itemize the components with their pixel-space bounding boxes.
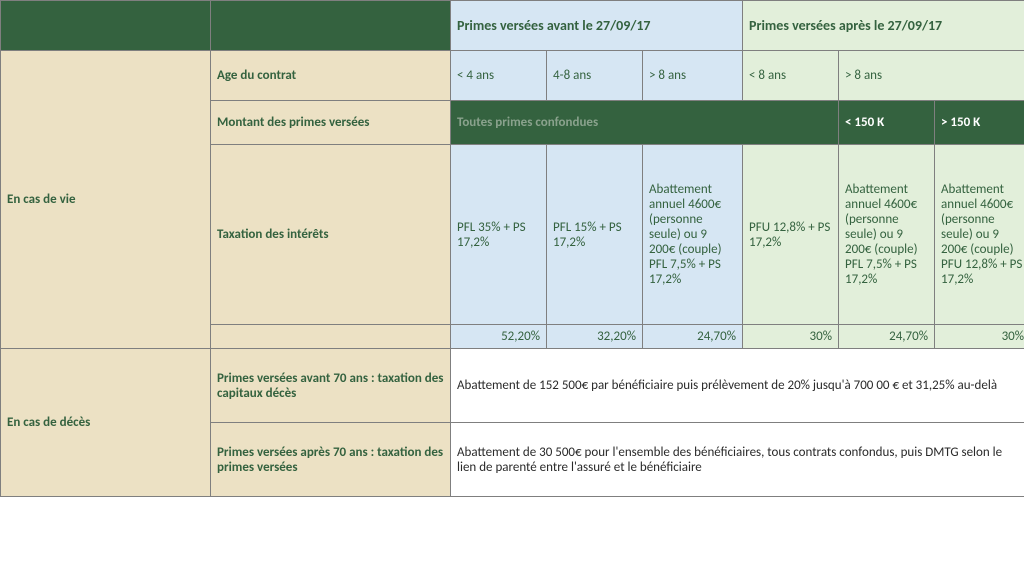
label-amount: Montant des primes versées xyxy=(211,101,451,145)
tax-d1: PFU 12,8% + PS 17,2% xyxy=(743,145,839,325)
header-row: Primes versées avant le 27/09/17 Primes … xyxy=(1,1,1024,51)
death-before70-text: Abattement de 152 500€ par bénéficiaire … xyxy=(451,349,1024,423)
age-before-1: < 4 ans xyxy=(451,51,547,101)
age-after-2: > 8 ans xyxy=(839,51,1024,101)
taxation-table: Primes versées avant le 27/09/17 Primes … xyxy=(0,0,1024,497)
age-after-1: < 8 ans xyxy=(743,51,839,101)
header-blank-1 xyxy=(1,1,211,51)
header-blank-2 xyxy=(211,1,451,51)
totals-blank xyxy=(211,325,451,349)
death-before70-row: En cas de décès Primes versées avant 70 … xyxy=(1,349,1024,423)
tax-d3: Abattement annuel 4600€ (personne seule)… xyxy=(935,145,1024,325)
tax-c1: PFL 35% + PS 17,2% xyxy=(451,145,547,325)
header-before: Primes versées avant le 27/09/17 xyxy=(451,1,743,51)
age-row: En cas de vie Age du contrat < 4 ans 4-8… xyxy=(1,51,1024,101)
label-taxation: Taxation des intérêts xyxy=(211,145,451,325)
age-before-3: > 8 ans xyxy=(643,51,743,101)
side-death: En cas de décès xyxy=(1,349,211,497)
tax-c3: Abattement annuel 4600€ (personne seule)… xyxy=(643,145,743,325)
label-age: Age du contrat xyxy=(211,51,451,101)
total-d3: 30% xyxy=(935,325,1024,349)
death-after70-label: Primes versées après 70 ans : taxation d… xyxy=(211,423,451,497)
total-c3: 24,70% xyxy=(643,325,743,349)
header-after: Primes versées après le 27/09/17 xyxy=(743,1,1024,51)
total-d2: 24,70% xyxy=(839,325,935,349)
tax-d2: Abattement annuel 4600€ (personne seule)… xyxy=(839,145,935,325)
tax-c2: PFL 15% + PS 17,2% xyxy=(547,145,643,325)
age-before-2: 4-8 ans xyxy=(547,51,643,101)
amount-lt150: < 150 K xyxy=(839,101,935,145)
amount-all: Toutes primes confondues xyxy=(451,101,839,145)
total-d1: 30% xyxy=(743,325,839,349)
side-life: En cas de vie xyxy=(1,51,211,349)
total-c2: 32,20% xyxy=(547,325,643,349)
death-before70-label: Primes versées avant 70 ans : taxation d… xyxy=(211,349,451,423)
death-after70-text: Abattement de 30 500€ pour l'ensemble de… xyxy=(451,423,1024,497)
amount-gt150: > 150 K xyxy=(935,101,1024,145)
total-c1: 52,20% xyxy=(451,325,547,349)
